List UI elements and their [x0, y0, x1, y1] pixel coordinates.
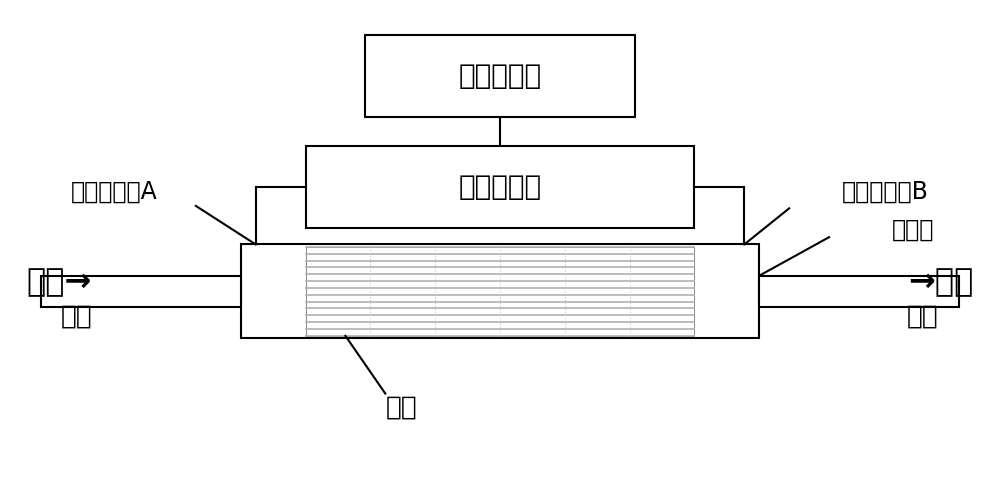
Text: →流体: →流体 [908, 267, 974, 299]
Text: 层流: 层流 [385, 395, 417, 421]
Bar [306, 146, 694, 227]
Bar [365, 35, 635, 117]
Text: 湍流: 湍流 [907, 303, 939, 330]
Bar [306, 247, 694, 336]
Text: 湍流: 湍流 [61, 303, 93, 330]
Bar [759, 276, 959, 307]
Bar [241, 244, 759, 338]
Text: 检测管: 检测管 [891, 218, 934, 242]
Text: 流量变送器: 流量变送器 [458, 62, 542, 90]
Bar [41, 276, 241, 307]
Text: 流体→: 流体→ [26, 267, 92, 299]
Text: 压力传感器A: 压力传感器A [71, 180, 158, 203]
Text: 压力传感器B: 压力传感器B [842, 180, 929, 203]
Text: 压差检测器: 压差检测器 [458, 173, 542, 201]
